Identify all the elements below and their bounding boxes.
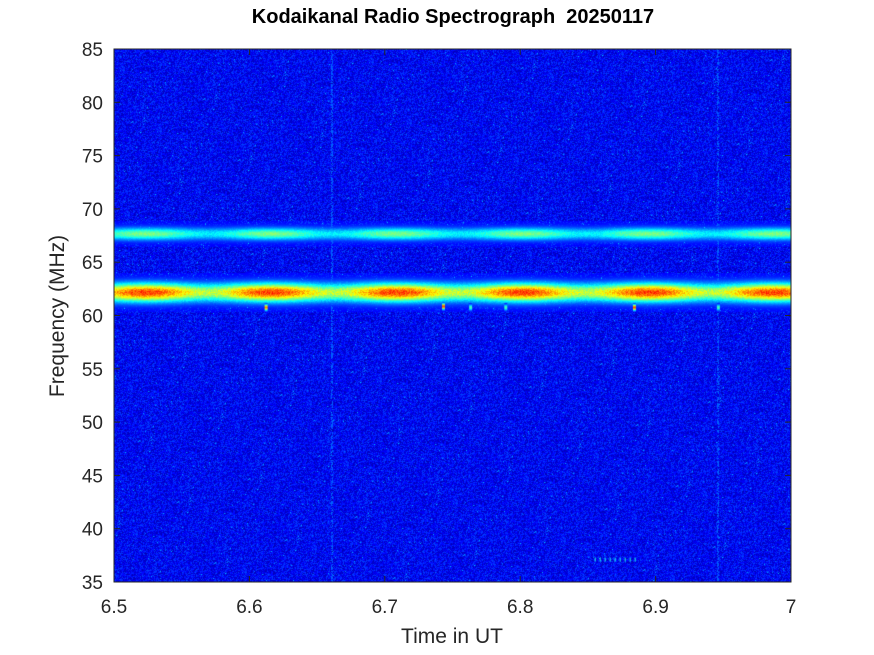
y-tick-label: 85 (82, 40, 103, 61)
y-axis-ticks: 35 40 45 50 55 60 65 70 75 80 85 (82, 40, 791, 594)
x-axis-ticks: 6.5 6.6 6.7 6.8 6.9 7 (101, 49, 797, 618)
y-tick-label: 50 (82, 413, 103, 434)
spectrogram-plot-area (114, 49, 791, 582)
x-tick-label: 6.7 (372, 597, 398, 618)
x-tick-label: 6.9 (642, 597, 668, 618)
chart-title: Kodaikanal Radio Spectrograph 20250117 (252, 6, 654, 28)
y-tick-label: 60 (82, 307, 103, 328)
y-tick-label: 35 (82, 573, 103, 594)
y-tick-label: 55 (82, 360, 103, 381)
y-tick-label: 45 (82, 466, 103, 487)
x-tick-label: 6.6 (236, 597, 262, 618)
y-tick-label: 40 (82, 520, 103, 541)
x-tick-label: 6.8 (507, 597, 533, 618)
y-axis-label: Frequency (MHz) (46, 235, 69, 397)
y-tick-label: 65 (82, 253, 103, 274)
y-tick-label: 70 (82, 200, 103, 221)
x-tick-label: 7 (786, 597, 797, 618)
y-tick-label: 75 (82, 147, 103, 168)
y-tick-label: 80 (82, 93, 103, 114)
x-axis-label: Time in UT (401, 625, 503, 648)
x-tick-label: 6.5 (101, 597, 127, 618)
